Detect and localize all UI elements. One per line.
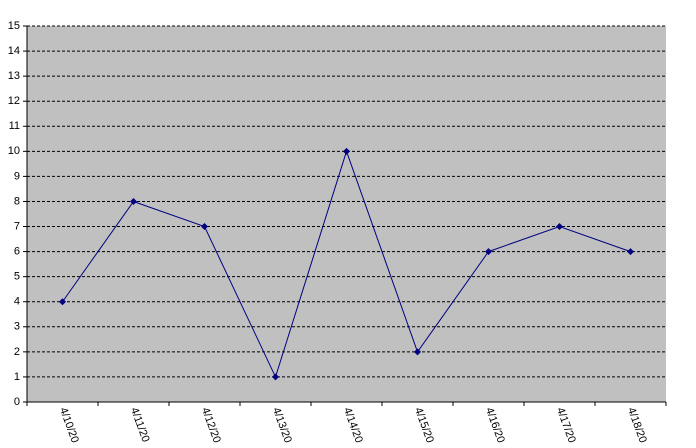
y-tick-label: 5 (14, 271, 20, 283)
data-point (201, 223, 208, 231)
x-tick-label: 4/15/20 (412, 406, 436, 445)
y-tick-label: 12 (8, 95, 20, 107)
x-tick-label: 4/16/20 (483, 406, 507, 445)
y-tick-label: 7 (14, 220, 20, 232)
y-tick-label: 10 (8, 145, 20, 157)
y-tick-label: 13 (8, 70, 20, 82)
y-tick-label: 3 (14, 321, 20, 333)
plot-area (27, 26, 666, 402)
y-tick-label: 8 (14, 195, 20, 207)
data-point (556, 223, 563, 231)
y-tick-label: 9 (14, 170, 20, 182)
data-point (627, 248, 634, 256)
y-tick-label: 4 (14, 296, 20, 308)
y-tick-label: 1 (14, 371, 20, 383)
y-tick-label: 15 (8, 20, 20, 32)
y-tick-label: 0 (14, 396, 20, 408)
data-point (414, 348, 421, 356)
x-tick-label: 4/17/20 (554, 406, 578, 445)
data-point (343, 147, 350, 155)
data-point (59, 298, 66, 306)
y-tick-label: 11 (9, 120, 20, 132)
y-tick-label: 14 (8, 45, 20, 57)
x-tick-label: 4/11/20 (128, 406, 152, 444)
data-point (272, 373, 279, 381)
x-tick-label: 4/10/20 (57, 406, 81, 445)
y-tick-label: 2 (14, 346, 20, 358)
x-tick-label: 4/13/20 (270, 406, 294, 445)
data-point (485, 248, 492, 256)
y-tick-label: 6 (14, 246, 20, 258)
x-tick-label: 4/12/20 (199, 406, 223, 445)
data-point (130, 197, 137, 205)
x-tick-label: 4/14/20 (341, 406, 365, 445)
x-tick-label: 4/18/20 (625, 406, 649, 445)
